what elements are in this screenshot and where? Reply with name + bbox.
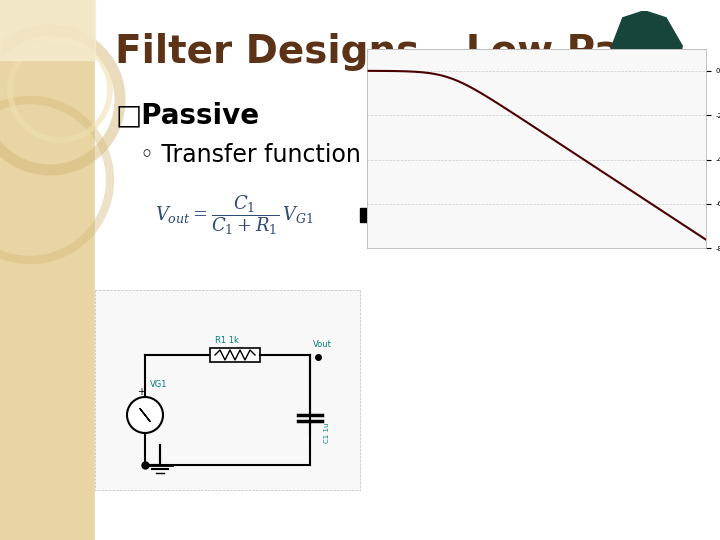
Bar: [0, 0, 95, 540]
Text: C1 1u: C1 1u: [324, 422, 330, 443]
Bar: [360, 208, 435, 222]
Bar: [210, 348, 260, 362]
Text: $V_{out} = \dfrac{C_1}{C_1 + R_1}\,V_{G1}$: $V_{out} = \dfrac{C_1}{C_1 + R_1}\,V_{G1…: [155, 193, 314, 237]
Text: VG1: VG1: [150, 380, 168, 389]
Text: Vout: Vout: [313, 340, 332, 349]
Polygon shape: [606, 11, 682, 144]
Text: ◦ Transfer function: ◦ Transfer function: [140, 143, 361, 167]
Text: $V_{out} = \dfrac{1}{1 + J\omega C_1 R_1}\,V_{G1}$: $V_{out} = \dfrac{1}{1 + J\omega C_1 R_1…: [480, 194, 672, 236]
Text: +: +: [137, 387, 145, 397]
Bar: [95, 290, 360, 490]
Text: R1 1k: R1 1k: [215, 336, 239, 345]
Bar: [0, 0, 95, 60]
Bar: [95, 0, 720, 540]
Polygon shape: [435, 200, 460, 230]
Text: U N I V E R S I T Y: U N I V E R S I T Y: [610, 166, 672, 173]
Circle shape: [127, 397, 163, 433]
Text: MICHIGAN STATE: MICHIGAN STATE: [601, 144, 680, 152]
Text: □Passive: □Passive: [115, 101, 259, 129]
Text: Filter Designs – Low Pass: Filter Designs – Low Pass: [115, 33, 667, 71]
